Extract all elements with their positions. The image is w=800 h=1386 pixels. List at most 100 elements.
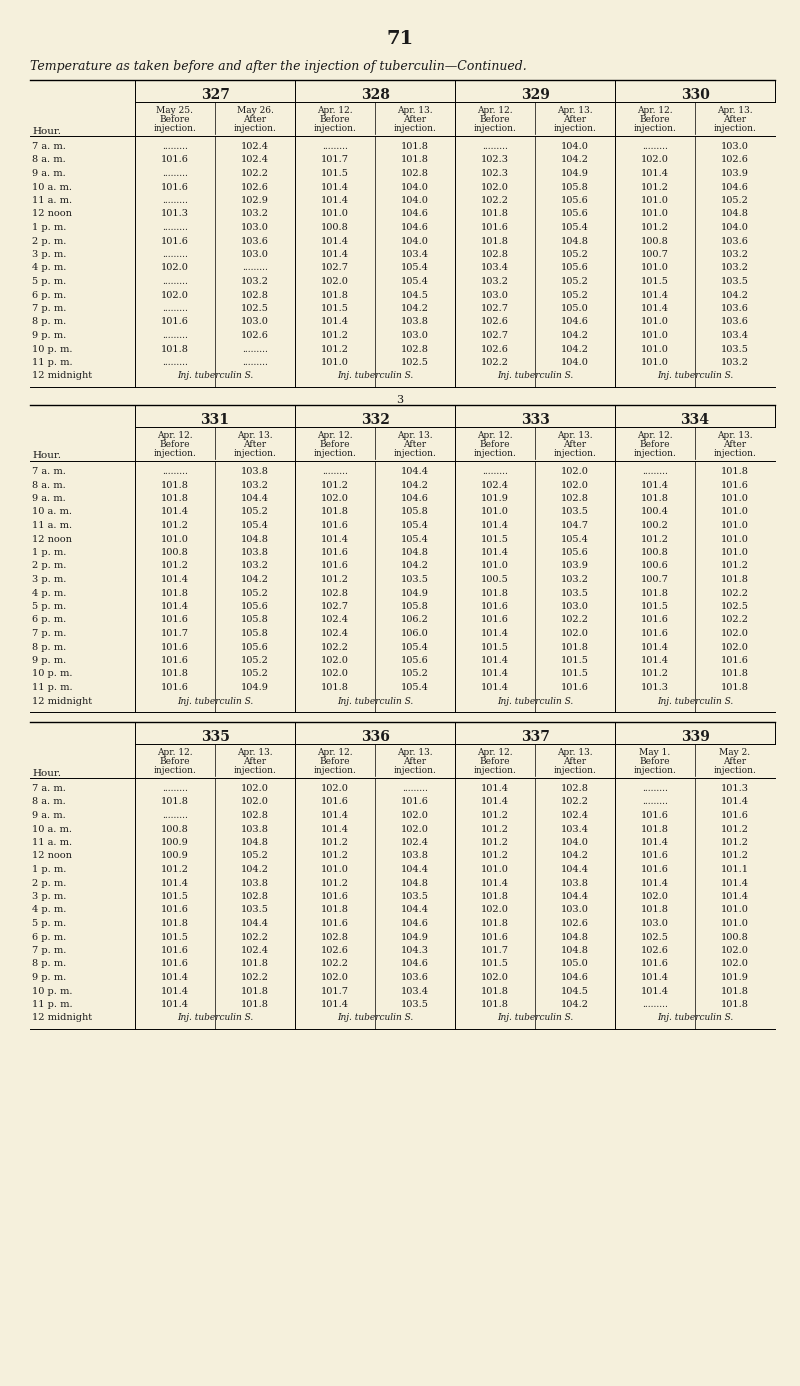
Text: 100.8: 100.8: [641, 547, 669, 557]
Text: 102.0: 102.0: [481, 183, 509, 191]
Text: .........: .........: [162, 304, 188, 313]
Text: 104.8: 104.8: [401, 879, 429, 887]
Text: 101.6: 101.6: [161, 615, 189, 625]
Text: 101.4: 101.4: [161, 575, 189, 584]
Text: 101.2: 101.2: [721, 839, 749, 847]
Text: 102.6: 102.6: [561, 919, 589, 929]
Text: May 25.: May 25.: [157, 105, 194, 115]
Text: 105.2: 105.2: [241, 851, 269, 861]
Text: 101.0: 101.0: [481, 561, 509, 571]
Text: 102.2: 102.2: [241, 169, 269, 177]
Text: 102.0: 102.0: [321, 493, 349, 503]
Text: 101.8: 101.8: [161, 493, 189, 503]
Text: 3 p. m.: 3 p. m.: [32, 575, 66, 584]
Text: 102.0: 102.0: [641, 893, 669, 901]
Text: 101.8: 101.8: [161, 589, 189, 597]
Text: 102.4: 102.4: [401, 839, 429, 847]
Text: 101.6: 101.6: [481, 223, 509, 231]
Text: 101.8: 101.8: [721, 575, 749, 584]
Text: 100.4: 100.4: [641, 507, 669, 517]
Text: 105.6: 105.6: [401, 656, 429, 665]
Text: Hour.: Hour.: [32, 126, 61, 136]
Text: Apr. 13.: Apr. 13.: [717, 105, 753, 115]
Text: 102.5: 102.5: [241, 304, 269, 313]
Text: 102.2: 102.2: [241, 973, 269, 983]
Text: 101.8: 101.8: [321, 291, 349, 299]
Text: 101.1: 101.1: [721, 865, 749, 875]
Text: 102.8: 102.8: [241, 811, 269, 821]
Text: 103.0: 103.0: [641, 919, 669, 929]
Text: 101.6: 101.6: [641, 615, 669, 625]
Text: 101.4: 101.4: [641, 169, 669, 177]
Text: Before: Before: [640, 757, 670, 766]
Text: 101.4: 101.4: [321, 1001, 349, 1009]
Text: Apr. 13.: Apr. 13.: [557, 431, 593, 439]
Text: Apr. 13.: Apr. 13.: [557, 748, 593, 757]
Text: 103.6: 103.6: [241, 237, 269, 245]
Text: 102.2: 102.2: [321, 643, 349, 651]
Text: 100.6: 100.6: [641, 561, 669, 571]
Text: 103.0: 103.0: [241, 223, 269, 231]
Text: 100.8: 100.8: [641, 237, 669, 245]
Text: injection.: injection.: [714, 766, 757, 775]
Text: Apr. 12.: Apr. 12.: [477, 431, 513, 439]
Text: 101.7: 101.7: [321, 987, 349, 995]
Text: 104.6: 104.6: [401, 209, 429, 219]
Text: 3: 3: [397, 395, 403, 405]
Text: 10 a. m.: 10 a. m.: [32, 507, 72, 517]
Text: 102.4: 102.4: [481, 481, 509, 489]
Text: 102.0: 102.0: [321, 656, 349, 665]
Text: 102.8: 102.8: [401, 169, 429, 177]
Text: .........: .........: [642, 1001, 668, 1009]
Text: 336: 336: [361, 730, 390, 744]
Text: 101.4: 101.4: [321, 237, 349, 245]
Text: 103.2: 103.2: [561, 575, 589, 584]
Text: 101.0: 101.0: [641, 263, 669, 273]
Text: 101.0: 101.0: [321, 865, 349, 875]
Text: 101.4: 101.4: [161, 1001, 189, 1009]
Text: After: After: [243, 115, 266, 123]
Text: 101.2: 101.2: [721, 851, 749, 861]
Text: 10 a. m.: 10 a. m.: [32, 183, 72, 191]
Text: .........: .........: [242, 263, 268, 273]
Text: Before: Before: [160, 439, 190, 449]
Text: Apr. 12.: Apr. 12.: [317, 748, 353, 757]
Text: 12 noon: 12 noon: [32, 209, 72, 219]
Text: 101.6: 101.6: [161, 237, 189, 245]
Text: 101.6: 101.6: [641, 865, 669, 875]
Text: 101.8: 101.8: [161, 797, 189, 807]
Text: injection.: injection.: [554, 123, 597, 133]
Text: 103.0: 103.0: [481, 291, 509, 299]
Text: 104.6: 104.6: [561, 317, 589, 327]
Text: 106.0: 106.0: [401, 629, 429, 638]
Text: injection.: injection.: [474, 449, 517, 457]
Text: 102.0: 102.0: [561, 481, 589, 489]
Text: 104.4: 104.4: [561, 865, 589, 875]
Text: 102.3: 102.3: [481, 155, 509, 165]
Text: 103.2: 103.2: [241, 277, 269, 286]
Text: 105.4: 105.4: [401, 683, 429, 692]
Text: 104.0: 104.0: [561, 839, 589, 847]
Text: After: After: [403, 757, 426, 766]
Text: 12 midnight: 12 midnight: [32, 371, 92, 381]
Text: 101.8: 101.8: [641, 589, 669, 597]
Text: After: After: [563, 439, 586, 449]
Text: 101.0: 101.0: [641, 209, 669, 219]
Text: 103.8: 103.8: [241, 879, 269, 887]
Text: 104.6: 104.6: [721, 183, 749, 191]
Text: injection.: injection.: [714, 123, 757, 133]
Text: 105.0: 105.0: [561, 959, 589, 969]
Text: Before: Before: [320, 439, 350, 449]
Text: 104.6: 104.6: [561, 973, 589, 983]
Text: 101.4: 101.4: [321, 825, 349, 833]
Text: 101.8: 101.8: [641, 825, 669, 833]
Text: 11 p. m.: 11 p. m.: [32, 1001, 73, 1009]
Text: 101.8: 101.8: [321, 507, 349, 517]
Text: 5 p. m.: 5 p. m.: [32, 277, 66, 286]
Text: 9 a. m.: 9 a. m.: [32, 169, 66, 177]
Text: Before: Before: [160, 115, 190, 123]
Text: 4 p. m.: 4 p. m.: [32, 263, 66, 273]
Text: 333: 333: [521, 413, 550, 427]
Text: 103.8: 103.8: [401, 317, 429, 327]
Text: 101.6: 101.6: [641, 959, 669, 969]
